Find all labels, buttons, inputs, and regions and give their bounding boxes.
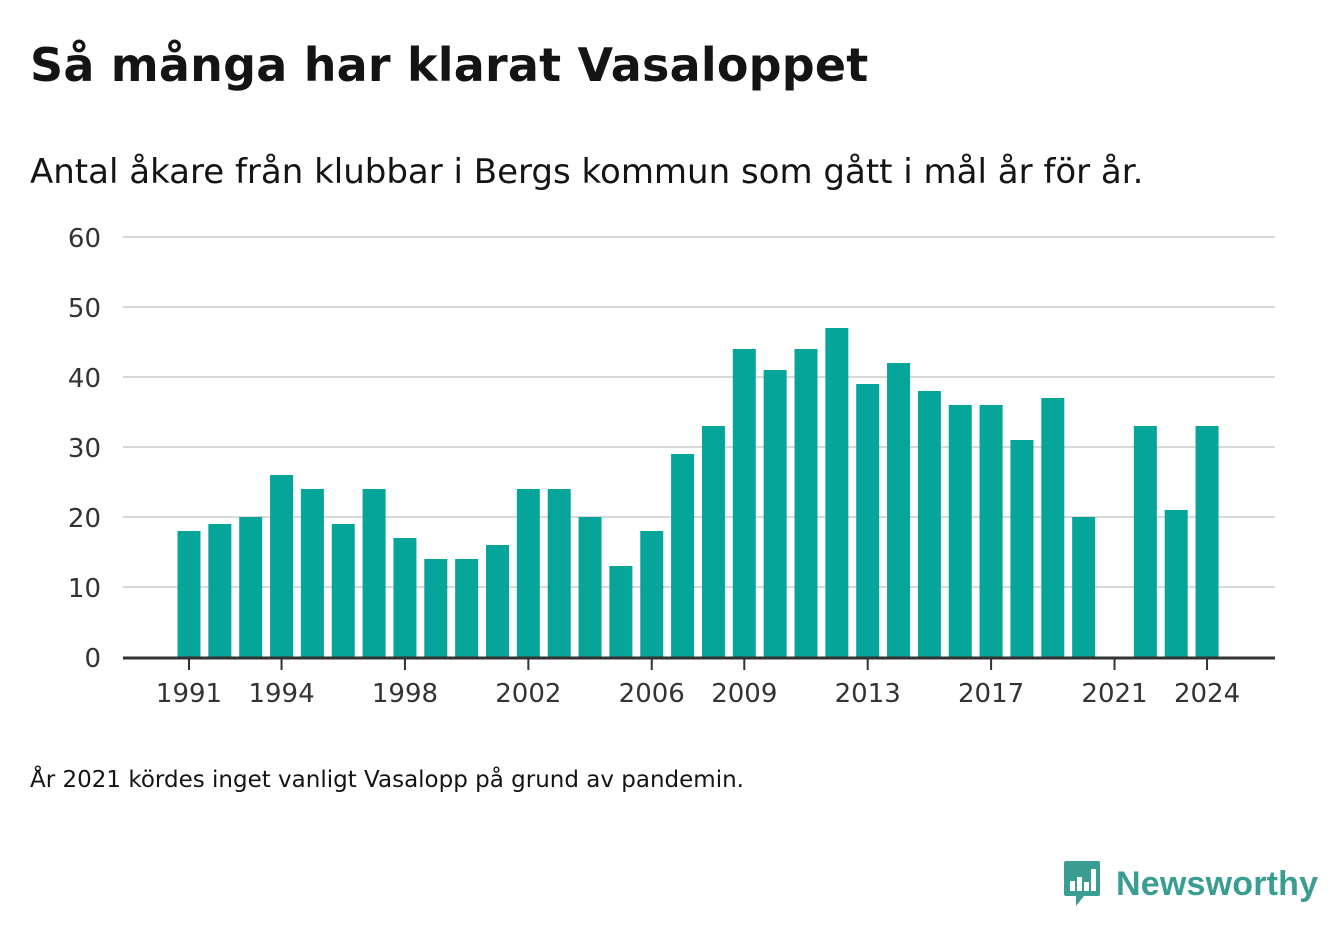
x-tick-label: 2013 <box>835 679 901 709</box>
gridlines <box>123 236 1275 588</box>
bar-2024 <box>1195 426 1219 657</box>
bar-2007 <box>671 454 695 657</box>
x-tick-label: 2009 <box>711 679 777 709</box>
bar-1997 <box>362 489 386 657</box>
bar-1999 <box>424 559 448 657</box>
axes: 0 10 20 30 40 50 60 1991 1994 1998 2002 2006 2009 201… <box>68 224 1275 709</box>
y-tick-label: 0 <box>84 644 101 674</box>
bar-1993 <box>239 517 263 657</box>
x-tick-label: 1994 <box>248 679 314 709</box>
brand-name: Newsworthy <box>1116 864 1319 903</box>
bar-1994 <box>270 475 294 657</box>
bar-2001 <box>486 545 509 657</box>
x-tick-label: 1991 <box>156 679 222 709</box>
bar-1992 <box>208 524 232 657</box>
bar-2023 <box>1164 510 1188 657</box>
bar-1998 <box>393 538 417 657</box>
bar-2005 <box>609 566 633 657</box>
y-tick-label: 10 <box>68 574 101 604</box>
bar-2012 <box>825 328 849 657</box>
y-tick-label: 40 <box>68 364 101 394</box>
y-tick-label: 30 <box>68 434 101 464</box>
bar-2006 <box>640 531 664 657</box>
bar-2010 <box>763 370 787 657</box>
bar-2017 <box>979 405 1003 657</box>
chart-title: Så många har klarat Vasaloppet <box>30 38 869 92</box>
bar-2022 <box>1133 426 1157 657</box>
newsworthy-logo-icon <box>1064 861 1100 906</box>
bar-2009 <box>732 349 756 657</box>
bar-2015 <box>917 391 941 657</box>
brand-logo[interactable]: Newsworthy <box>1062 860 1318 908</box>
footnote: År 2021 kördes inget vanligt Vasalopp på… <box>30 767 744 793</box>
bar-2011 <box>794 349 818 657</box>
y-tick-label: 50 <box>68 294 101 324</box>
bar-2014 <box>887 363 911 657</box>
y-tick-label: 20 <box>68 504 101 534</box>
bars <box>177 328 1219 657</box>
bar-2016 <box>948 405 972 657</box>
x-tick-label: 2006 <box>619 679 685 709</box>
bar-2003 <box>547 489 571 657</box>
bar-2004 <box>578 517 602 657</box>
bar-2008 <box>701 426 725 657</box>
bar-chart: 0 10 20 30 40 50 60 1991 1994 1998 2002 2006 2009 201… <box>68 224 1275 709</box>
bar-2019 <box>1041 398 1065 657</box>
x-tick-label: 2002 <box>495 679 561 709</box>
chart-subtitle: Antal åkare från klubbar i Bergs kommun … <box>30 152 1144 192</box>
x-tick-label: 1998 <box>372 679 438 709</box>
bar-2013 <box>856 384 880 657</box>
y-tick-label: 60 <box>68 224 101 254</box>
bar-2002 <box>516 489 540 657</box>
bar-1995 <box>300 489 324 657</box>
x-tick-label: 2024 <box>1174 679 1240 709</box>
bar-2000 <box>455 559 479 657</box>
x-tick-label: 2021 <box>1081 679 1147 709</box>
bar-2020 <box>1072 517 1096 657</box>
bar-2018 <box>1010 440 1034 657</box>
bar-1996 <box>331 524 355 657</box>
bar-1991 <box>177 531 201 657</box>
x-tick-label: 2017 <box>958 679 1024 709</box>
